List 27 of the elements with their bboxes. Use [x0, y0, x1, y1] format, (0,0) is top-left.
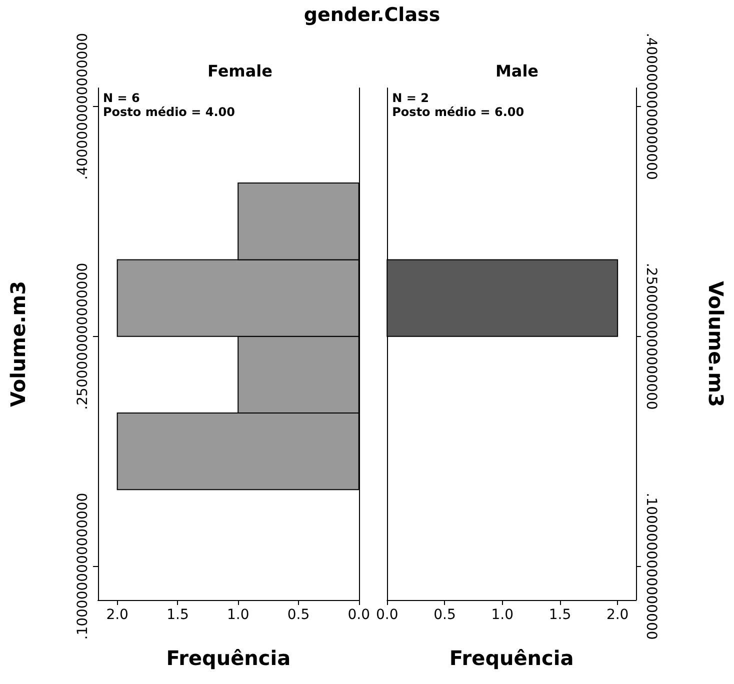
y-tick-label: .4000000000000000 — [643, 32, 659, 180]
chart-subtitle: Female — [208, 62, 273, 80]
y-tick-label: .4000000000000000 — [75, 32, 91, 180]
y-axis-title: Volume.m3 — [704, 281, 728, 407]
annotation: N = 2 — [392, 91, 429, 105]
x-tick-label: 0.5 — [287, 607, 310, 623]
x-tick-label: 0.5 — [434, 607, 456, 623]
y-tick-label: .2500000000000000 — [75, 262, 91, 410]
x-axis-title: Frequência — [166, 646, 291, 670]
annotation: Posto médio = 6.00 — [392, 105, 524, 119]
y-tick-label: .1000000000000000 — [75, 492, 91, 640]
y-tick-label: .1000000000000000 — [643, 492, 659, 640]
x-tick-label: 1.5 — [166, 607, 189, 623]
y-tick-label: .2500000000000000 — [643, 262, 659, 410]
annotation: N = 6 — [103, 91, 140, 105]
x-tick-label: 0.0 — [348, 607, 370, 623]
x-tick-label: 1.5 — [548, 607, 572, 623]
x-tick-label: 1.0 — [491, 607, 514, 623]
x-tick-label: 2.0 — [106, 607, 128, 623]
chart-subtitle: Male — [495, 62, 539, 80]
x-tick-label: 0.0 — [376, 607, 398, 623]
x-axis-title: Frequência — [449, 646, 574, 670]
annotation: Posto médio = 4.00 — [103, 105, 235, 119]
y-axis-title: Volume.m3 — [6, 281, 30, 407]
x-tick-label: 2.0 — [606, 607, 629, 623]
x-tick-label: 1.0 — [226, 607, 250, 623]
chart-title: gender.Class — [302, 4, 442, 26]
